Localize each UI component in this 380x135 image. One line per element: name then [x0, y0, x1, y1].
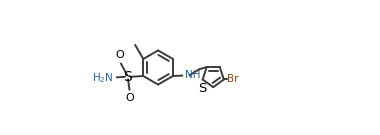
- Text: NH: NH: [185, 70, 201, 80]
- Text: S: S: [198, 82, 207, 95]
- Text: H$_2$N: H$_2$N: [92, 71, 113, 85]
- Text: Br: Br: [227, 74, 239, 84]
- Text: O: O: [116, 50, 124, 60]
- Text: O: O: [125, 93, 134, 103]
- Text: S: S: [124, 70, 132, 84]
